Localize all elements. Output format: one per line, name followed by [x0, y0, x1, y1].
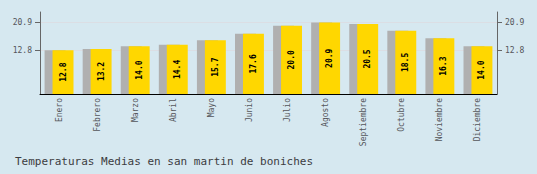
svg-text:20.9: 20.9 — [13, 18, 32, 27]
svg-text:Abril: Abril — [169, 98, 178, 122]
svg-text:Octubre: Octubre — [397, 98, 406, 132]
svg-text:Febrero: Febrero — [93, 98, 102, 132]
svg-text:Mayo: Mayo — [207, 98, 216, 117]
svg-text:20.0: 20.0 — [287, 50, 296, 69]
svg-text:Noviembre: Noviembre — [435, 98, 444, 142]
svg-text:13.2: 13.2 — [97, 62, 106, 81]
svg-text:12.8: 12.8 — [505, 46, 524, 55]
svg-text:17.6: 17.6 — [249, 54, 258, 73]
svg-text:20.5: 20.5 — [363, 49, 372, 68]
svg-text:14.4: 14.4 — [173, 60, 182, 79]
svg-text:20.9: 20.9 — [325, 48, 334, 67]
svg-text:15.7: 15.7 — [211, 57, 220, 76]
svg-text:Julio: Julio — [283, 98, 292, 122]
svg-text:18.5: 18.5 — [401, 53, 410, 72]
svg-text:12.8: 12.8 — [13, 46, 32, 55]
svg-text:14.0: 14.0 — [135, 60, 144, 79]
svg-text:16.3: 16.3 — [439, 56, 448, 75]
svg-text:Diciembre: Diciembre — [473, 98, 482, 142]
svg-text:Junio: Junio — [245, 98, 254, 122]
svg-text:Marzo: Marzo — [131, 98, 140, 122]
svg-text:Septiembre: Septiembre — [359, 98, 368, 146]
svg-text:Agosto: Agosto — [321, 98, 330, 127]
svg-text:Enero: Enero — [55, 98, 64, 122]
svg-text:12.8: 12.8 — [59, 62, 68, 81]
svg-text:Temperaturas Medias en san mar: Temperaturas Medias en san martin de bon… — [15, 155, 313, 168]
svg-text:20.9: 20.9 — [505, 18, 524, 27]
svg-text:14.0: 14.0 — [477, 60, 486, 79]
